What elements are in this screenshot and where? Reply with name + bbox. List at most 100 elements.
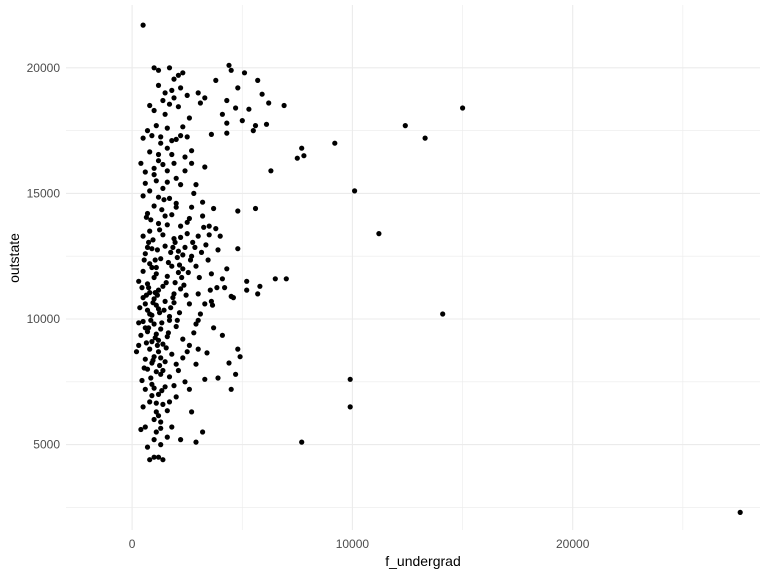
data-point bbox=[182, 168, 188, 174]
data-point bbox=[186, 215, 192, 222]
data-point bbox=[161, 197, 167, 203]
data-point bbox=[178, 85, 184, 91]
data-point bbox=[180, 70, 186, 76]
data-point bbox=[197, 100, 203, 106]
data-point bbox=[189, 148, 195, 154]
data-point bbox=[155, 391, 162, 397]
data-point bbox=[460, 105, 466, 111]
data-point bbox=[142, 424, 148, 430]
data-point bbox=[157, 310, 163, 316]
data-point bbox=[184, 92, 190, 98]
data-point bbox=[158, 134, 164, 140]
data-point bbox=[164, 145, 170, 151]
data-point bbox=[189, 204, 195, 210]
data-point bbox=[162, 213, 168, 219]
data-point bbox=[162, 90, 168, 96]
data-point bbox=[151, 203, 157, 209]
data-point bbox=[158, 355, 164, 361]
data-point bbox=[180, 266, 186, 272]
data-point bbox=[154, 247, 160, 253]
data-point bbox=[166, 399, 173, 405]
data-point bbox=[228, 386, 234, 392]
data-point bbox=[195, 317, 201, 323]
data-point bbox=[175, 269, 181, 276]
data-point bbox=[148, 217, 154, 223]
data-point bbox=[147, 346, 153, 352]
data-point bbox=[160, 283, 166, 289]
data-point bbox=[175, 104, 181, 110]
data-point bbox=[184, 231, 190, 237]
data-point bbox=[173, 323, 179, 330]
data-point bbox=[193, 361, 199, 367]
data-point bbox=[164, 434, 170, 440]
data-point bbox=[219, 276, 225, 282]
data-point bbox=[144, 244, 151, 250]
data-point bbox=[301, 153, 307, 159]
data-point bbox=[171, 95, 177, 101]
data-point bbox=[147, 102, 153, 109]
data-point bbox=[241, 70, 248, 76]
data-point bbox=[239, 118, 245, 124]
data-point bbox=[138, 426, 144, 433]
data-point bbox=[147, 399, 153, 405]
x-tick-label: 20000 bbox=[556, 537, 590, 551]
data-point bbox=[186, 386, 192, 392]
data-point bbox=[180, 355, 186, 361]
data-point bbox=[164, 179, 170, 185]
data-point bbox=[153, 409, 159, 415]
data-point bbox=[211, 325, 217, 331]
data-point bbox=[153, 400, 159, 406]
data-point bbox=[142, 301, 148, 307]
data-point bbox=[162, 384, 168, 390]
data-point bbox=[224, 130, 230, 136]
data-point bbox=[153, 178, 159, 184]
data-point bbox=[166, 195, 173, 201]
data-point bbox=[170, 244, 176, 250]
data-point bbox=[299, 145, 305, 151]
data-point bbox=[191, 330, 197, 336]
data-point bbox=[182, 154, 188, 160]
data-point bbox=[166, 374, 173, 380]
data-point bbox=[206, 223, 212, 229]
data-point bbox=[376, 231, 382, 237]
data-point bbox=[149, 312, 155, 318]
data-point bbox=[184, 349, 190, 355]
data-point bbox=[272, 276, 278, 282]
data-point bbox=[181, 282, 187, 288]
data-point bbox=[146, 239, 152, 245]
data-point bbox=[246, 106, 252, 112]
data-point bbox=[182, 244, 188, 250]
data-point bbox=[142, 356, 148, 362]
data-point bbox=[151, 172, 157, 178]
data-point bbox=[147, 457, 153, 463]
data-point bbox=[233, 105, 239, 111]
data-point bbox=[158, 256, 164, 262]
data-point bbox=[200, 213, 206, 219]
data-point bbox=[255, 77, 261, 83]
data-point bbox=[151, 65, 157, 71]
data-point bbox=[154, 342, 160, 348]
data-point bbox=[183, 292, 189, 298]
data-point bbox=[235, 346, 241, 352]
data-point bbox=[161, 307, 167, 313]
data-point bbox=[166, 101, 173, 107]
data-point bbox=[139, 285, 145, 291]
data-point bbox=[257, 283, 263, 289]
data-point bbox=[203, 242, 209, 248]
data-point bbox=[152, 257, 158, 263]
data-point bbox=[176, 262, 183, 268]
y-tick-label: 20000 bbox=[27, 61, 61, 75]
data-point bbox=[186, 115, 192, 121]
data-point bbox=[224, 266, 230, 272]
data-point bbox=[155, 287, 162, 293]
data-point bbox=[164, 125, 170, 131]
data-point bbox=[294, 155, 300, 161]
data-point bbox=[163, 345, 169, 351]
data-point bbox=[192, 244, 198, 250]
data-point bbox=[158, 140, 164, 146]
data-point bbox=[205, 257, 211, 263]
data-point bbox=[140, 268, 146, 274]
data-point bbox=[299, 439, 305, 445]
data-point bbox=[202, 164, 208, 170]
data-point bbox=[160, 185, 166, 191]
